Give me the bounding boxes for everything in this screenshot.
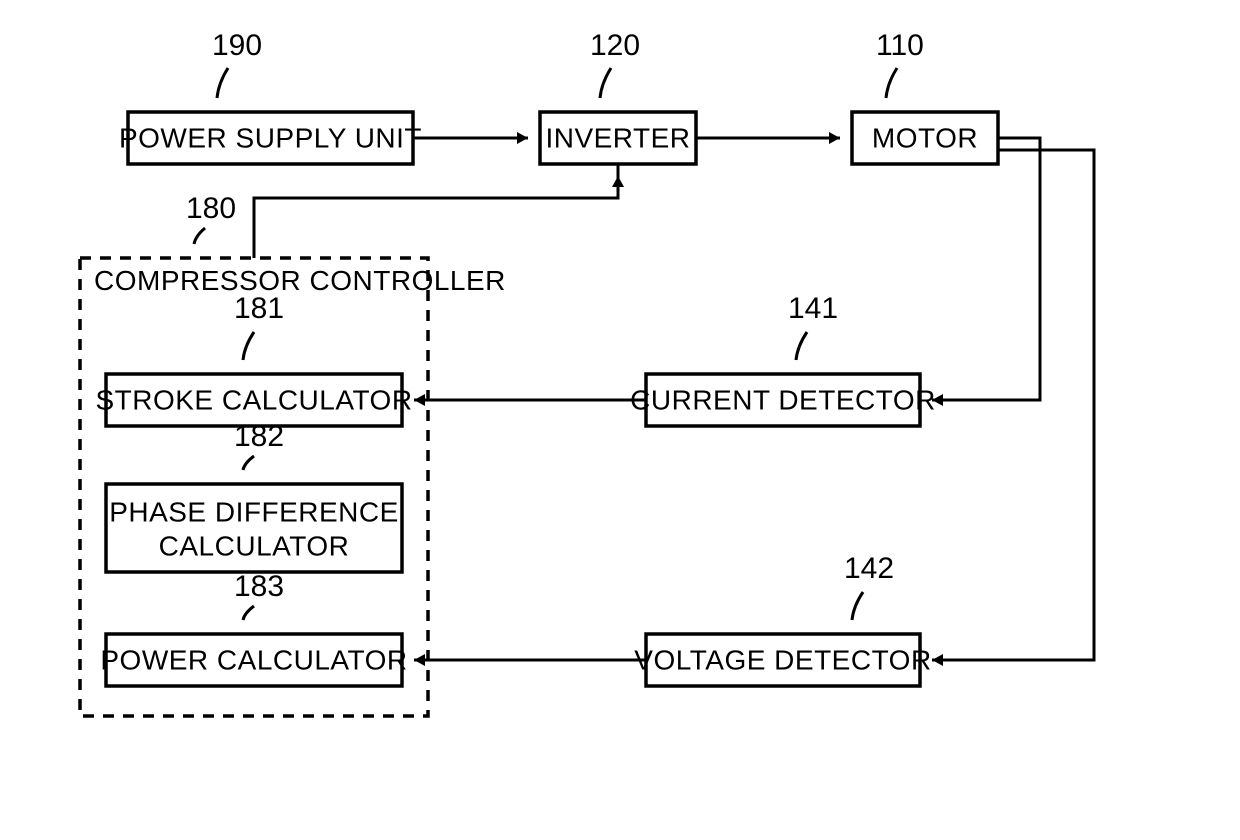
arrow-head (932, 654, 943, 666)
psu-label: POWER SUPPLY UNIT (119, 123, 422, 154)
ref-number: 183 (234, 570, 284, 603)
arrow-head (829, 132, 840, 144)
motor-label: MOTOR (872, 123, 978, 154)
phase-label-1: PHASE DIFFERENCE (109, 497, 399, 528)
ref-number: 142 (844, 552, 894, 585)
ref-leader (243, 606, 254, 620)
voldet-label: VOLTAGE DETECTOR (634, 645, 931, 676)
ref-leader (600, 68, 611, 98)
curdet-label: CURRENT DETECTOR (630, 385, 936, 416)
arrow-head (517, 132, 528, 144)
ref-number: 182 (234, 420, 284, 453)
ref-number: 181 (234, 292, 284, 325)
inv-label: INVERTER (545, 123, 690, 154)
power-label: POWER CALCULATOR (100, 645, 407, 676)
group-label: COMPRESSOR CONTROLLER (94, 265, 506, 296)
ref-leader (217, 68, 228, 98)
ref-number: 190 (212, 29, 262, 62)
edge-4 (932, 150, 1094, 660)
ref-leader (243, 332, 254, 360)
arrow-head (414, 394, 425, 406)
edge-2 (254, 164, 618, 258)
ref-leader (852, 592, 863, 620)
ref-leader (796, 332, 807, 360)
ref-leader (194, 228, 205, 244)
phase-label-2: CALCULATOR (159, 531, 350, 562)
block-diagram-svg: COMPRESSOR CONTROLLER 180 POWER SUPPLY UNI… (0, 0, 1240, 840)
ref-number: 120 (590, 29, 640, 62)
arrow-head (612, 176, 624, 187)
ref-number: 180 (186, 192, 236, 225)
stroke-label: STROKE CALCULATOR (95, 385, 412, 416)
ref-number: 141 (788, 292, 838, 325)
edge-3 (932, 138, 1040, 400)
ref-leader (243, 456, 254, 470)
ref-leader (886, 68, 897, 98)
arrow-head (414, 654, 425, 666)
ref-number: 110 (876, 29, 924, 62)
